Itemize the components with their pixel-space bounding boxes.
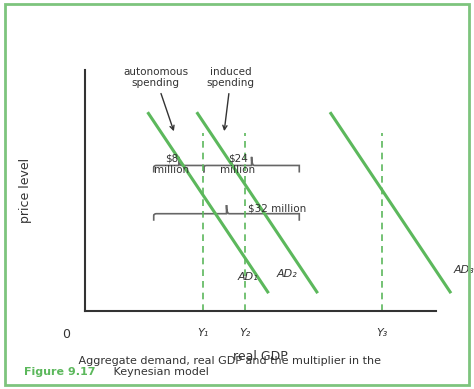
Text: Aggregate demand, real GDP and the multiplier in the
           Keynesian model: Aggregate demand, real GDP and the multi…: [75, 356, 381, 377]
Text: Y₁: Y₁: [197, 328, 209, 338]
Text: induced
spending: induced spending: [207, 67, 255, 130]
Text: Figure 9.17: Figure 9.17: [24, 367, 95, 377]
Text: 0: 0: [62, 328, 70, 341]
Text: price level: price level: [19, 158, 32, 223]
Text: Y₂: Y₂: [239, 328, 251, 338]
Text: real GDP: real GDP: [233, 350, 288, 363]
Text: autonomous
spending: autonomous spending: [123, 67, 188, 130]
Text: $32 million: $32 million: [248, 204, 307, 214]
Text: AD₂: AD₂: [277, 269, 297, 279]
Text: $8
million: $8 million: [154, 153, 189, 175]
Text: AD₁: AD₁: [238, 272, 259, 282]
Text: AD₃: AD₃: [454, 265, 474, 275]
Text: Y₃: Y₃: [376, 328, 387, 338]
Text: $24
million: $24 million: [220, 153, 255, 175]
